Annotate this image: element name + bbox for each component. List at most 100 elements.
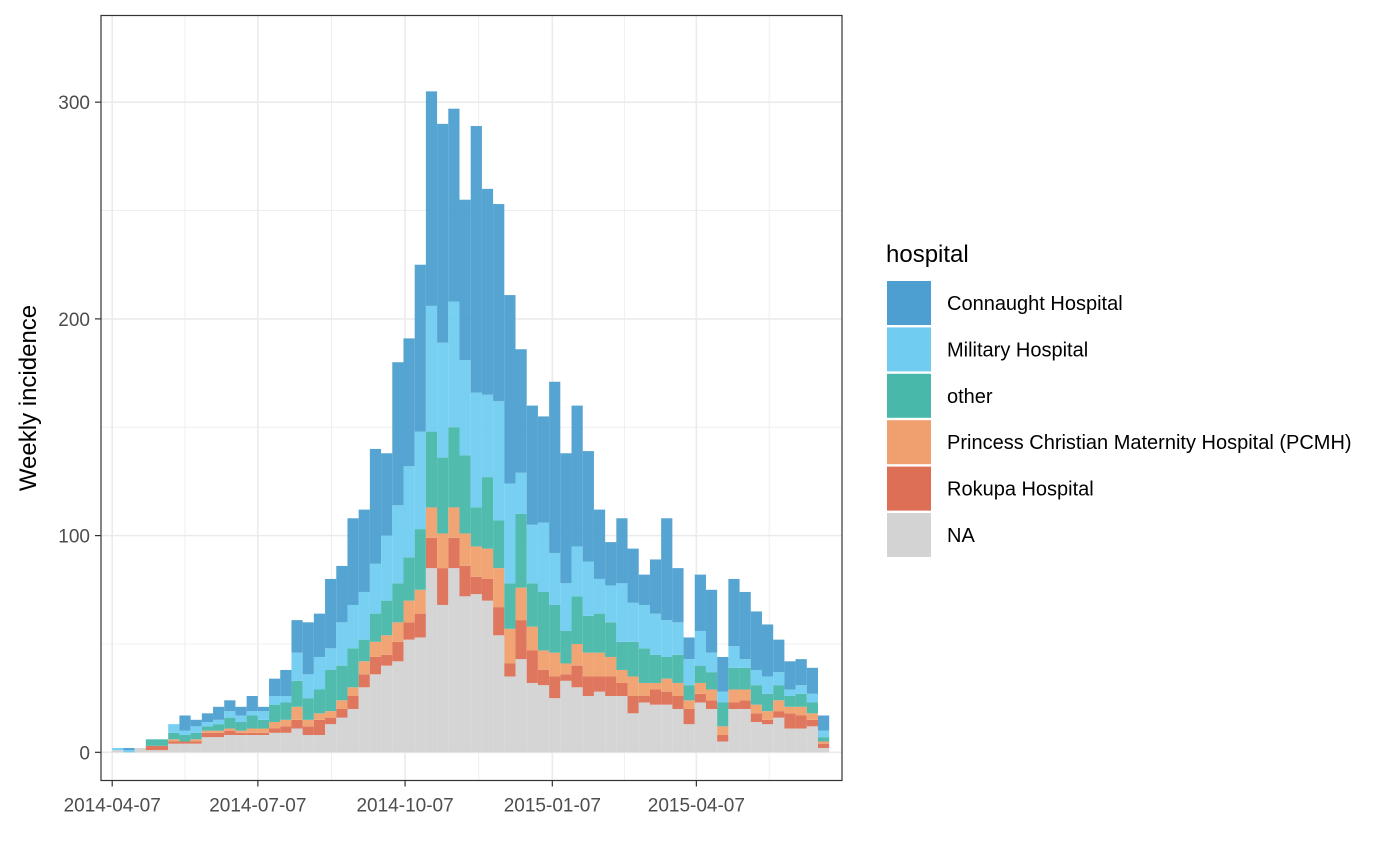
bar-na <box>817 747 830 753</box>
bar-princess-christian-maternity-hospital-pcmh <box>515 587 527 621</box>
bar-na <box>638 702 650 753</box>
bar-connaught-hospital <box>313 613 326 657</box>
bar-princess-christian-maternity-hospital-pcmh <box>493 568 505 608</box>
bar-military-hospital <box>582 561 594 616</box>
bar-na <box>190 743 202 753</box>
bar-na <box>280 732 292 753</box>
bar-military-hospital <box>795 685 807 694</box>
bar-rokupa-hospital <box>392 641 404 662</box>
bar-princess-christian-maternity-hospital-pcmh <box>414 589 426 614</box>
bar-na <box>571 687 583 753</box>
bar-na <box>773 717 785 753</box>
bar-military-hospital <box>481 394 494 478</box>
bar-princess-christian-maternity-hospital-pcmh <box>549 652 561 677</box>
bar-rokupa-hospital <box>504 663 516 677</box>
bar-princess-christian-maternity-hospital-pcmh <box>784 706 796 714</box>
bar-rokupa-hospital <box>638 695 650 703</box>
legend-label: NA <box>947 525 975 547</box>
bar-na <box>694 702 706 753</box>
legend-swatch <box>887 513 931 557</box>
bar-na <box>549 698 561 753</box>
bar-military-hospital <box>123 750 135 753</box>
bar-other <box>313 689 326 714</box>
bar-connaught-hospital <box>302 622 314 675</box>
bar-connaught-hospital <box>750 611 762 670</box>
bar-connaught-hospital <box>369 448 382 564</box>
bar-connaught-hospital <box>515 349 527 473</box>
bar-na <box>605 695 617 753</box>
bar-na <box>448 568 460 753</box>
bar-rokupa-hospital <box>190 741 202 744</box>
bar-na <box>593 691 606 753</box>
bar-other <box>515 513 527 588</box>
bar-military-hospital <box>750 669 762 686</box>
bar-princess-christian-maternity-hospital-pcmh <box>683 700 695 709</box>
bar-connaught-hospital <box>717 656 729 692</box>
bar-rokupa-hospital <box>224 730 236 735</box>
bar-military-hospital <box>694 630 706 666</box>
bar-rokupa-hospital <box>515 620 527 660</box>
bar-military-hospital <box>325 648 337 670</box>
legend: hospital Connaught Hospital Military Hosp… <box>886 241 1352 557</box>
bar-military-hospital <box>224 711 236 718</box>
bar-connaught-hospital <box>784 661 796 690</box>
bar-connaught-hospital <box>347 518 359 605</box>
bar-military-hospital <box>381 535 393 601</box>
bar-other <box>705 672 718 690</box>
bar-rokupa-hospital <box>291 719 303 729</box>
bar-other <box>784 695 796 707</box>
bar-princess-christian-maternity-hospital-pcmh <box>582 652 594 677</box>
bar-military-hospital <box>806 693 818 703</box>
bar-connaught-hospital <box>761 624 774 677</box>
bar-military-hospital <box>773 672 785 686</box>
bar-connaught-hospital <box>425 91 438 306</box>
bar-princess-christian-maternity-hospital-pcmh <box>605 656 617 677</box>
bar-princess-christian-maternity-hospital-pcmh <box>593 652 606 677</box>
bar-princess-christian-maternity-hospital-pcmh <box>280 719 292 727</box>
bar-military-hospital <box>302 674 314 699</box>
bar-rokupa-hospital <box>627 695 639 714</box>
legend-label: Rokupa Hospital <box>947 479 1094 501</box>
bar-connaught-hospital <box>190 719 202 727</box>
bar-rokupa-hospital <box>526 650 538 683</box>
bar-rokupa-hospital <box>336 708 348 718</box>
bar-connaught-hospital <box>336 565 348 623</box>
bar-connaught-hospital <box>470 126 482 393</box>
bar-rokupa-hospital <box>728 702 740 709</box>
bar-military-hospital <box>448 301 460 428</box>
bar-na <box>347 708 359 753</box>
bar-rokupa-hospital <box>761 719 774 725</box>
bar-princess-christian-maternity-hospital-pcmh <box>235 730 247 733</box>
bar-na <box>112 750 124 753</box>
bar-military-hospital <box>246 711 258 716</box>
bar-connaught-hospital <box>291 620 303 653</box>
bar-connaught-hospital <box>381 453 393 536</box>
bar-rokupa-hospital <box>246 732 258 735</box>
bar-military-hospital <box>213 719 225 725</box>
bar-rokupa-hospital <box>616 682 628 696</box>
bar-na <box>661 704 673 753</box>
bar-princess-christian-maternity-hospital-pcmh <box>739 689 751 701</box>
bar-rokupa-hospital <box>683 708 695 725</box>
bar-connaught-hospital <box>224 700 236 712</box>
bar-princess-christian-maternity-hospital-pcmh <box>325 711 337 718</box>
x-tick-label: 2015-04-07 <box>648 796 745 817</box>
bar-rokupa-hospital <box>481 578 494 601</box>
bar-military-hospital <box>616 583 628 642</box>
bar-other <box>560 630 572 664</box>
bar-military-hospital <box>403 466 415 558</box>
bar-rokupa-hospital <box>537 669 550 686</box>
bar-na <box>403 639 415 753</box>
bar-other <box>369 613 382 642</box>
bar-connaught-hospital <box>806 667 818 694</box>
bar-other <box>481 477 494 549</box>
bar-military-hospital <box>761 676 774 694</box>
bar-military-hospital <box>493 401 505 521</box>
bar-connaught-hospital <box>235 706 247 716</box>
bar-rokupa-hospital <box>280 726 292 733</box>
bar-na <box>739 708 751 753</box>
bar-na <box>213 737 225 753</box>
bar-other <box>806 702 818 714</box>
bar-rokupa-hospital <box>470 576 482 595</box>
bars <box>112 91 830 753</box>
